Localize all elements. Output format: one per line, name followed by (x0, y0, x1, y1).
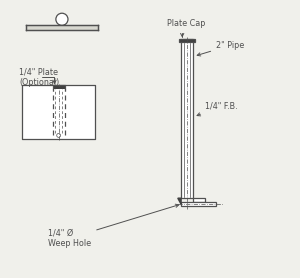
Text: Plate Cap: Plate Cap (167, 19, 205, 37)
Text: 1/4" F.B.: 1/4" F.B. (197, 101, 238, 116)
Text: 1/4" Plate
(Optional): 1/4" Plate (Optional) (19, 68, 59, 87)
Text: 2" Pipe: 2" Pipe (197, 41, 244, 56)
Bar (181, 202, 216, 207)
Bar (26, 25, 98, 30)
Bar (179, 39, 195, 42)
Bar (52, 85, 65, 89)
Text: 1/4" Ø
Weep Hole: 1/4" Ø Weep Hole (48, 204, 179, 248)
Bar (22, 85, 95, 139)
Circle shape (57, 133, 61, 137)
Bar (181, 39, 193, 198)
Bar (193, 198, 205, 202)
Circle shape (56, 13, 68, 25)
Polygon shape (178, 198, 181, 204)
